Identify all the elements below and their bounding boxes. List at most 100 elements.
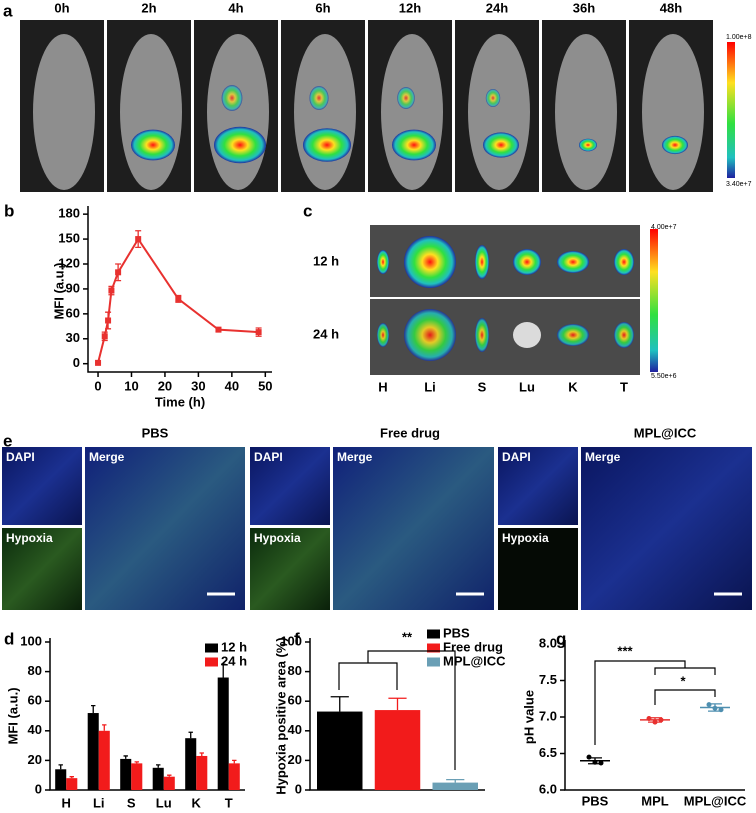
bar <box>374 710 421 790</box>
hypoxia-image <box>2 528 82 610</box>
mouse-body <box>120 34 182 190</box>
error-bar <box>134 761 139 764</box>
organ-signal <box>475 318 489 352</box>
organ-signal <box>614 322 634 348</box>
panel-label: d <box>4 629 14 648</box>
bar <box>317 711 363 790</box>
bar <box>196 755 208 790</box>
group-label: MPL@ICC <box>634 425 697 440</box>
merge-image <box>581 447 752 610</box>
data-point <box>108 287 115 294</box>
hypoxia-image <box>498 528 578 610</box>
x-tick-label: Lu <box>156 795 172 810</box>
signal <box>662 135 688 155</box>
organ-signal <box>614 249 634 275</box>
legend-swatch <box>427 629 440 639</box>
merge-image <box>333 447 494 610</box>
y-tick-label: 120 <box>58 255 80 270</box>
data-point <box>105 317 112 324</box>
error-bar <box>123 755 128 759</box>
organ-signal <box>404 309 456 361</box>
bracket <box>367 650 456 770</box>
hypoxia-image <box>250 528 330 610</box>
y-tick-label: 180 <box>58 206 80 221</box>
signal <box>485 89 501 107</box>
y-tick-label: 8.0 <box>539 635 557 650</box>
organ-signal <box>557 324 589 346</box>
y-tick-label: 60 <box>66 305 80 320</box>
y-tick-label: 60 <box>288 693 302 708</box>
y-tick-label: 90 <box>66 280 80 295</box>
y-tick-label: 100 <box>280 633 302 648</box>
error-bar <box>167 774 172 777</box>
significance: ** <box>402 629 413 644</box>
mouse-body <box>381 34 443 190</box>
mouse-body <box>33 34 95 190</box>
bar <box>185 738 197 790</box>
significance: *** <box>617 643 633 658</box>
error-bar <box>221 663 226 678</box>
mouse-body <box>207 34 269 190</box>
bar <box>217 677 229 790</box>
y-axis-label: Hypoxia positive area (%) <box>273 637 288 795</box>
x-tick-label: S <box>127 795 136 810</box>
x-axis-label: Time (h) <box>155 394 205 409</box>
data-point <box>586 754 592 760</box>
bracket <box>654 667 716 675</box>
y-tick-label: 80 <box>28 663 42 678</box>
legend-swatch <box>205 657 218 667</box>
y-axis-label: MFI (a.u.) <box>51 262 66 319</box>
x-tick-label: 10 <box>124 378 138 393</box>
organ-label: Lu <box>519 379 535 394</box>
row-label: 12 h <box>313 253 339 268</box>
data-point <box>215 326 222 333</box>
legend-swatch <box>427 657 440 667</box>
data-point <box>135 236 142 243</box>
bar <box>66 778 78 790</box>
bar <box>163 776 175 790</box>
organ-label: S <box>478 379 487 394</box>
organ-signal <box>557 251 589 273</box>
signal <box>221 85 243 111</box>
bar <box>55 769 67 790</box>
group-label: PBS <box>142 425 169 440</box>
error-bar <box>188 731 193 739</box>
organ-signal <box>513 322 541 348</box>
y-tick-label: 6.5 <box>539 745 557 760</box>
time-label: 48h <box>660 0 682 15</box>
error-bar <box>388 697 407 711</box>
bar <box>432 782 478 790</box>
colorbar <box>727 42 735 178</box>
x-tick-label: H <box>62 795 71 810</box>
panel-label: c <box>303 201 312 220</box>
y-tick-label: 6.0 <box>539 781 557 796</box>
bar <box>87 713 99 790</box>
significance: * <box>680 673 686 688</box>
mouse-body <box>468 34 530 190</box>
legend-label: PBS <box>443 625 470 640</box>
colorbar <box>650 229 658 372</box>
y-tick-label: 7.5 <box>539 672 557 687</box>
data-point <box>706 702 712 708</box>
x-tick-label: 50 <box>258 378 272 393</box>
x-tick-label: MPL <box>641 793 669 808</box>
x-tick-label: 40 <box>225 378 239 393</box>
stain-label: DAPI <box>254 450 283 464</box>
stain-label: DAPI <box>6 450 35 464</box>
organ-signal <box>377 323 389 347</box>
panel-label: f <box>294 629 300 648</box>
data-point <box>175 295 182 302</box>
time-label: 4h <box>228 0 243 15</box>
legend-swatch <box>427 643 440 653</box>
colorbar-min: 3.40e+7 <box>726 181 752 188</box>
y-tick-label: 100 <box>20 633 42 648</box>
organ-label: T <box>620 379 628 394</box>
stain-label: Hypoxia <box>254 531 301 545</box>
error-bar <box>708 703 722 712</box>
panel-label: e <box>3 431 12 450</box>
x-tick-label: Li <box>93 795 105 810</box>
signal <box>397 87 415 109</box>
signal <box>214 126 266 164</box>
signal <box>303 128 351 162</box>
